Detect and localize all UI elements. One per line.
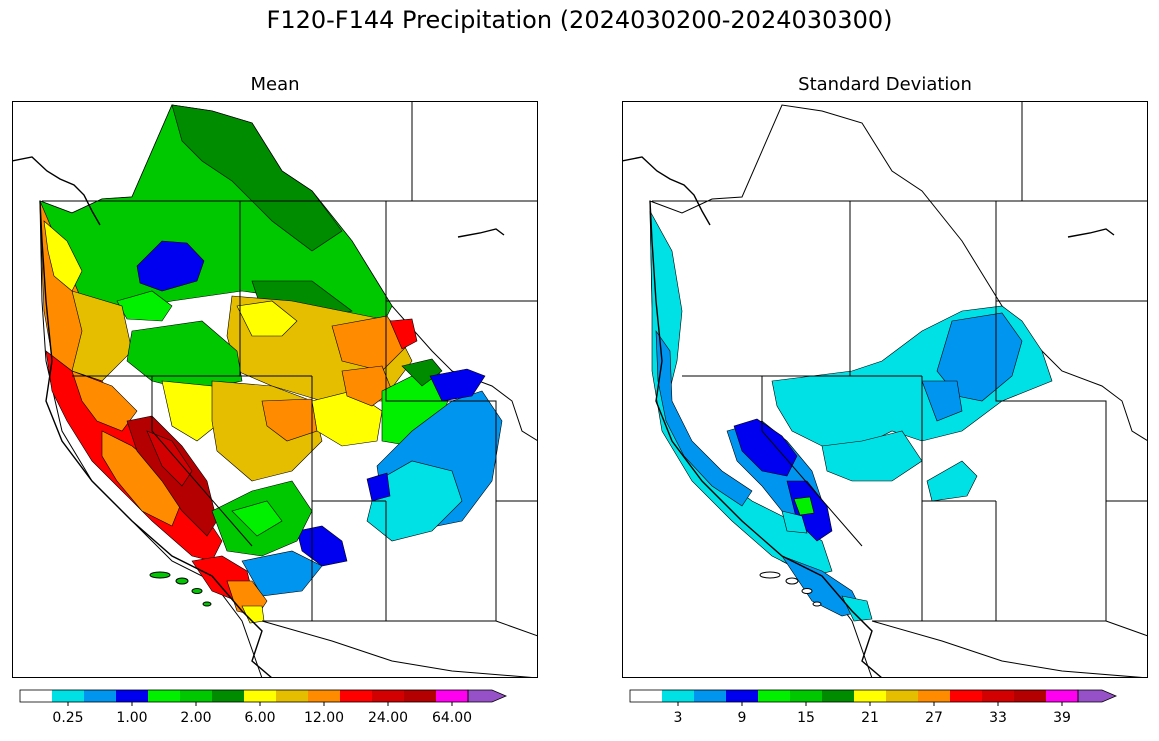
- mean-region-colorado-deep-blue: [429, 368, 486, 402]
- std-colorbar: 3 9 15 21 27 33 39: [629, 689, 1118, 726]
- mean-region-wyoming-orange: [331, 315, 408, 372]
- std-colorbar-tick-label: 39: [1053, 710, 1071, 726]
- mean-map: [12, 101, 538, 678]
- mean-region-az-blue: [296, 525, 348, 567]
- std-region-sierra-green: [793, 496, 815, 516]
- mean-colorbar-bin: [180, 690, 212, 702]
- std-colorbar-bin: [630, 690, 662, 702]
- mean-region-yellow-1: [236, 300, 298, 337]
- std-region-mojave-cyan: [926, 460, 978, 502]
- mean-colorbar-bin: [212, 690, 244, 702]
- mean-colorbar-bin: [372, 690, 404, 702]
- mean-colorbar-bin: [84, 690, 116, 702]
- std-colorbar-tick-label: 9: [738, 710, 747, 726]
- mean-coastline: [12, 156, 505, 678]
- std-colorbar-tick-label: 21: [861, 710, 879, 726]
- mean-colorbar-extend: [467, 689, 508, 703]
- std-colorbar-extend: [1077, 689, 1118, 703]
- panel-title-mean: Mean: [250, 74, 300, 95]
- panel-title-std: Standard Deviation: [798, 74, 972, 95]
- std-colorbar-bin: [822, 690, 854, 702]
- mean-colorbar-bin: [404, 690, 436, 702]
- std-map: [622, 101, 1148, 678]
- std-coastline: [622, 156, 1115, 678]
- mean-colorbar-bin: [244, 690, 276, 702]
- std-colorbar-bin: [1014, 690, 1046, 702]
- mean-state-borders: [42, 101, 538, 678]
- mean-region-central-yellow: [161, 380, 223, 442]
- mean-region-mojave-bright-green: [231, 500, 283, 537]
- mean-region-colorado-dark-green: [401, 358, 443, 387]
- std-islands: [759, 571, 822, 607]
- std-region-socal-cyan: [841, 595, 873, 622]
- mean-colorbar-tick-label: 0.25: [52, 710, 83, 726]
- mean-colorbar-tick-label: 12.00: [304, 710, 344, 726]
- std-colorbar-bin: [950, 690, 982, 702]
- mean-colorbar-tick-label: 24.00: [368, 710, 408, 726]
- mean-islands: [149, 571, 212, 607]
- mean-region-north-dark: [171, 104, 343, 252]
- std-region-sierra-cyan: [781, 510, 808, 534]
- std-colorbar-bin: [982, 690, 1014, 702]
- mean-colorbar-tick-label: 6.00: [244, 710, 275, 726]
- mean-colorbar-tick-label: 64.00: [432, 710, 472, 726]
- std-region-utah-blue: [921, 380, 963, 422]
- std-colorbar-bin: [918, 690, 950, 702]
- mean-colorbar-bin: [340, 690, 372, 702]
- std-region-nevada-cyan: [821, 430, 923, 482]
- mean-region-colorado-cyan: [366, 460, 463, 542]
- figure-title: F120-F144 Precipitation (2024030200-2024…: [266, 6, 893, 34]
- mean-region-sierra-red: [146, 430, 193, 487]
- std-colorbar-bin: [758, 690, 790, 702]
- mean-region-wyoming-red: [389, 318, 418, 350]
- mean-colorbar-bin: [276, 690, 308, 702]
- mean-region-nevada-orange: [261, 398, 318, 442]
- std-map-frame: [622, 101, 1148, 678]
- std-region-wyoming-blue: [936, 312, 1023, 402]
- std-colorbar-bin: [790, 690, 822, 702]
- mean-colorbar-tick-label: 1.00: [116, 710, 147, 726]
- mean-region-ca-coast-orange: [71, 370, 138, 432]
- std-colorbar-bin: [854, 690, 886, 702]
- std-colorbar-bin: [886, 690, 918, 702]
- std-colorbar-tick-label: 3: [674, 710, 683, 726]
- std-colorbar-tick-label: 15: [797, 710, 815, 726]
- std-colorbar-bin: [1046, 690, 1078, 702]
- std-colorbar-bin: [694, 690, 726, 702]
- mean-colorbar-bin: [308, 690, 340, 702]
- mean-colorbar-bin: [20, 690, 52, 702]
- std-region-coast-blue: [655, 329, 753, 507]
- mean-map-frame: [12, 101, 538, 678]
- std-colorbar-bin: [662, 690, 694, 702]
- mean-colorbar-bin: [116, 690, 148, 702]
- mean-region-bright-green: [116, 290, 173, 322]
- std-state-borders: [652, 101, 1148, 678]
- std-colorbar-tick-label: 27: [925, 710, 943, 726]
- mean-region-idaho-blue: [136, 240, 205, 292]
- mean-colorbar-tick-label: 2.00: [180, 710, 211, 726]
- mean-colorbar: 0.25 1.00 2.00 6.00 12.00 24.00 64.00: [19, 689, 508, 726]
- std-colorbar-frame: [629, 689, 1079, 703]
- mean-colorbar-bin: [148, 690, 180, 702]
- mean-colorbar-frame: [19, 689, 469, 703]
- mean-colorbar-bin: [52, 690, 84, 702]
- std-colorbar-bin: [726, 690, 758, 702]
- std-colorbar-tick-label: 33: [989, 710, 1007, 726]
- mean-colorbar-bin: [436, 690, 468, 702]
- mean-region-utah-blue: [366, 472, 391, 502]
